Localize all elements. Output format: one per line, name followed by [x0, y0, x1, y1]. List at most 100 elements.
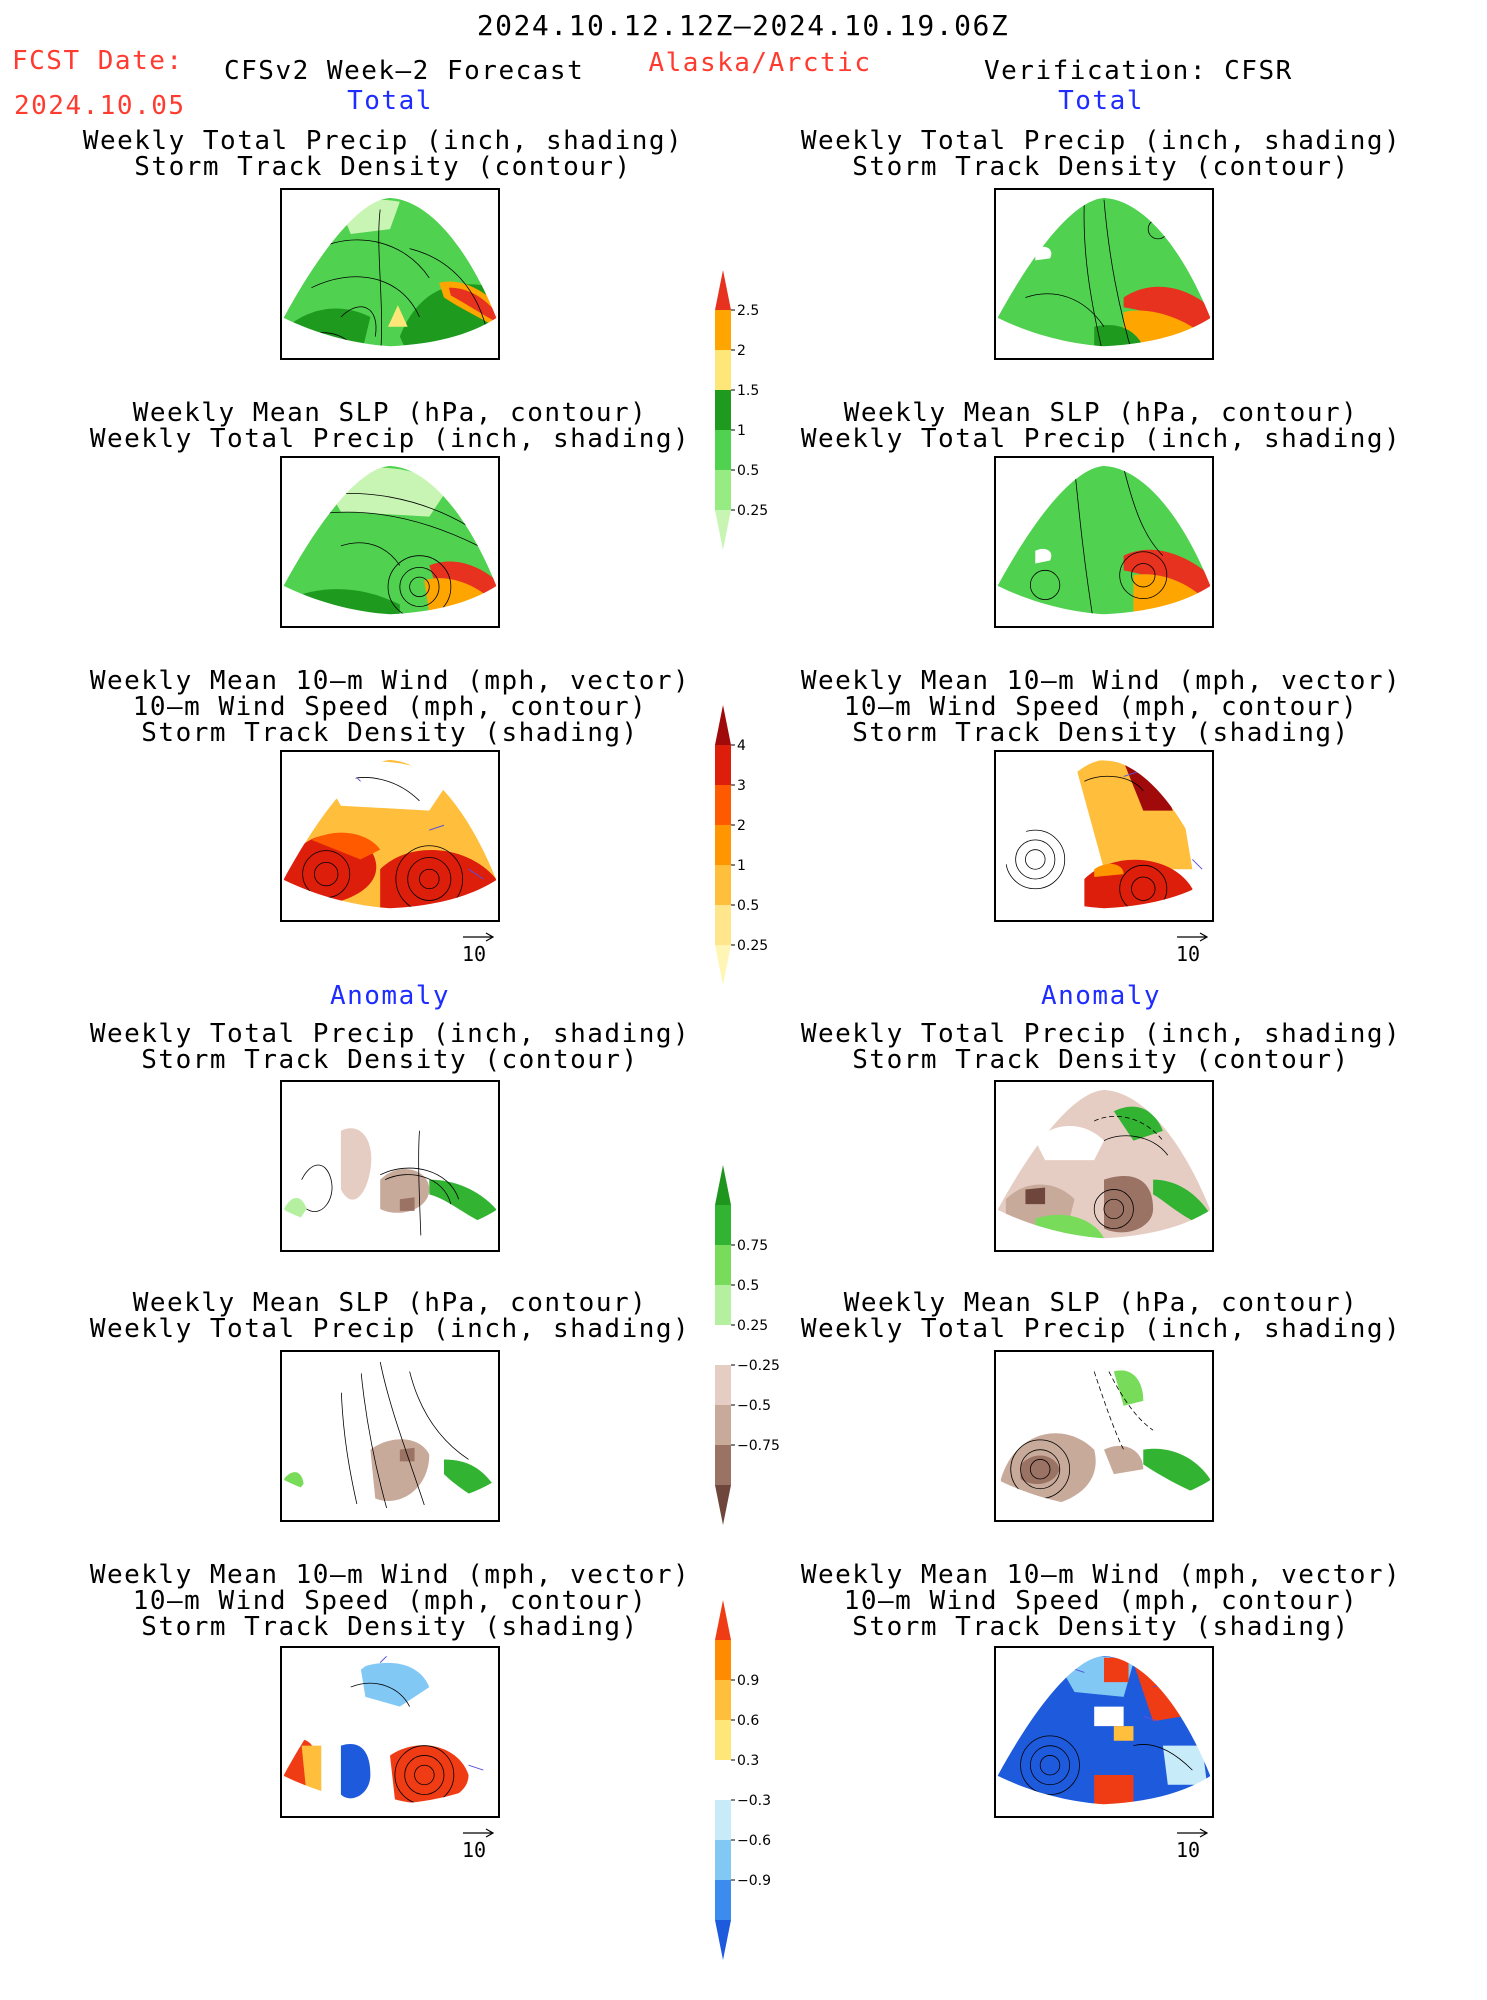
colorbar-segment [715, 1840, 731, 1880]
title-line: 10—m Wind Speed (mph, contour) [843, 1586, 1359, 1616]
colorbar-segment [715, 430, 731, 470]
title-line: Weekly Mean 10—m Wind (mph, vector) [800, 1560, 1402, 1590]
map-anom-wind-forecast [280, 1646, 500, 1818]
colorbar-segment [715, 1365, 731, 1405]
title-line: Weekly Total Precip (inch, shading) [89, 424, 691, 454]
map-anom-precip-forecast [280, 1080, 500, 1252]
verification-label: Verification: CFSR [984, 56, 1293, 86]
colorbar-segment [715, 1920, 731, 1960]
colorbar-segment [715, 945, 731, 985]
colorbar-segment [715, 1445, 731, 1485]
panel-title: Weekly Mean 10—m Wind (mph, vector) 10—m… [801, 668, 1401, 746]
colorbar-precip-anomaly: −0.75 −0.5 −0.25 0.25 0.5 0.75 [715, 0, 795, 1565]
colorbar-segment [715, 825, 731, 865]
panel-title: Weekly Mean SLP (hPa, contour) Weekly To… [801, 1290, 1401, 1342]
section-total-right: Total [1058, 86, 1144, 116]
map-anom-slp-forecast [280, 1350, 500, 1522]
panel-title: Weekly Mean 10—m Wind (mph, vector) 10—m… [90, 1562, 690, 1640]
map-total-precip-verification [994, 188, 1214, 360]
colorbar-label: 0.5 [737, 1278, 759, 1294]
colorbar-label: 0.25 [737, 938, 768, 954]
fcst-date-value: 2024.10.05 [14, 91, 186, 121]
colorbar-label: 0.5 [737, 463, 759, 479]
arrow-right-icon [1177, 932, 1209, 942]
title-line: Weekly Total Precip (inch, shading) [800, 1019, 1402, 1049]
section-anomaly-left: Anomaly [329, 981, 451, 1011]
colorbar-label: −0.6 [737, 1833, 771, 1849]
colorbar-label: −0.25 [737, 1358, 780, 1374]
title-line: Weekly Mean 10—m Wind (mph, vector) [800, 666, 1402, 696]
title-line: Weekly Total Precip (inch, shading) [89, 1019, 691, 1049]
map-total-precip-forecast [280, 188, 500, 360]
colorbar-segment [715, 905, 731, 945]
colorbar-label: 0.75 [737, 1238, 768, 1254]
colorbar-label: −0.3 [737, 1793, 771, 1809]
title-line: Weekly Mean SLP (hPa, contour) [132, 1288, 648, 1318]
panel-title: Weekly Mean SLP (hPa, contour) Weekly To… [90, 400, 690, 452]
colorbar-segment [715, 390, 731, 430]
colorbar-label: 0.3 [737, 1753, 759, 1769]
map-anom-slp-verification [994, 1350, 1214, 1522]
map-total-slp-verification [994, 456, 1214, 628]
section-anomaly-right: Anomaly [1040, 981, 1162, 1011]
colorbar-label: 2 [737, 343, 746, 359]
model-label: CFSv2 Week—2 Forecast [224, 56, 585, 86]
title-line: 10—m Wind Speed (mph, contour) [132, 692, 648, 722]
colorbar-segment [715, 705, 731, 745]
map-anom-precip-verification [994, 1080, 1214, 1252]
colorbar-segment [715, 1205, 731, 1245]
panel-title: Weekly Total Precip (inch, shading) Stor… [801, 128, 1401, 180]
colorbar-segment [715, 1800, 731, 1840]
arrow-right-icon [463, 1828, 495, 1838]
panel-title: Weekly Mean SLP (hPa, contour) Weekly To… [90, 1290, 690, 1342]
vector-reference-label: 10 [462, 1838, 487, 1862]
colorbar-segment [715, 510, 731, 550]
panel-title: Weekly Mean 10—m Wind (mph, vector) 10—m… [801, 1562, 1401, 1640]
vector-reference-label: 10 [1176, 942, 1201, 966]
colorbar-segment [715, 470, 731, 510]
colorbar-label: 0.25 [737, 503, 768, 519]
colorbar-label: 0.9 [737, 1673, 759, 1689]
colorbar-segment [715, 785, 731, 825]
colorbar-precip-total: 0.25 0.5 1 1.5 2 2.5 [715, 0, 795, 590]
colorbar-label: 1 [737, 858, 746, 874]
title-line: Weekly Total Precip (inch, shading) [800, 424, 1402, 454]
title-line: Storm Track Density (contour) [141, 1045, 639, 1075]
colorbar-segment [715, 1760, 731, 1800]
title-line: Storm Track Density (shading) [141, 718, 639, 748]
panel-title: Weekly Mean 10—m Wind (mph, vector) 10—m… [90, 668, 690, 746]
colorbar-label: −0.5 [737, 1398, 771, 1414]
section-total-left: Total [347, 86, 433, 116]
title-line: Storm Track Density (shading) [852, 718, 1350, 748]
colorbar-storm-total: 0.25 0.5 1 2 3 4 [715, 0, 795, 1025]
title-line: Storm Track Density (contour) [852, 1045, 1350, 1075]
colorbar-label: 1 [737, 423, 746, 439]
colorbar-segment [715, 1165, 731, 1205]
colorbar-label: 3 [737, 778, 746, 794]
colorbar-segment [715, 1405, 731, 1445]
map-total-wind-verification [994, 750, 1214, 922]
colorbar-svg: 0.25 0.5 1 2 3 4 [715, 705, 768, 985]
map-total-wind-forecast [280, 750, 500, 922]
region-label: Alaska/Arctic [648, 48, 872, 78]
period-title: 2024.10.12.12Z—2024.10.19.06Z [476, 9, 1010, 42]
vector-reference-label: 10 [462, 942, 487, 966]
colorbar-label: 0.25 [737, 1318, 768, 1334]
title-line: Weekly Total Precip (inch, shading) [800, 126, 1402, 156]
panel-title: Weekly Total Precip (inch, shading) Stor… [83, 128, 683, 180]
colorbar-label: 0.6 [737, 1713, 759, 1729]
colorbar-label: 0.5 [737, 898, 759, 914]
title-line: 10—m Wind Speed (mph, contour) [843, 692, 1359, 722]
title-line: Storm Track Density (shading) [852, 1612, 1350, 1642]
colorbar-segment [715, 1485, 731, 1525]
colorbar-label: 2.5 [737, 303, 759, 319]
colorbar-segment [715, 865, 731, 905]
title-line: Storm Track Density (contour) [134, 152, 632, 182]
vector-reference: 10 [1176, 932, 1209, 966]
title-line: Weekly Total Precip (inch, shading) [89, 1314, 691, 1344]
colorbar-label: 2 [737, 818, 746, 834]
colorbar-label: −0.9 [737, 1873, 771, 1889]
title-line: Weekly Total Precip (inch, shading) [800, 1314, 1402, 1344]
map-anom-wind-verification [994, 1646, 1214, 1818]
vector-reference: 10 [1176, 1828, 1209, 1860]
